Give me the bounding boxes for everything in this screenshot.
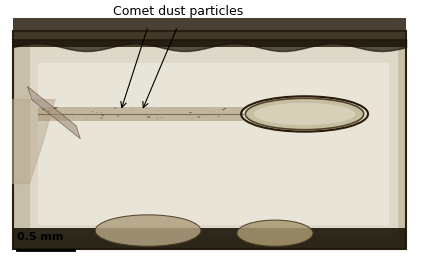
- Bar: [30, 42, 398, 236]
- Text: 0.5 mm: 0.5 mm: [17, 232, 63, 242]
- Ellipse shape: [86, 118, 88, 119]
- Ellipse shape: [53, 107, 57, 109]
- Ellipse shape: [157, 118, 159, 119]
- Polygon shape: [38, 107, 243, 121]
- Ellipse shape: [218, 116, 220, 117]
- Ellipse shape: [95, 215, 201, 246]
- Bar: [13, 18, 406, 47]
- Ellipse shape: [92, 111, 93, 112]
- Ellipse shape: [55, 107, 58, 108]
- Ellipse shape: [254, 103, 355, 125]
- Ellipse shape: [48, 111, 49, 112]
- Ellipse shape: [42, 109, 45, 110]
- Ellipse shape: [222, 109, 225, 110]
- Ellipse shape: [214, 113, 215, 114]
- Ellipse shape: [189, 112, 192, 113]
- Ellipse shape: [224, 108, 226, 109]
- Ellipse shape: [147, 116, 150, 118]
- Ellipse shape: [114, 107, 116, 108]
- Text: Comet dust particles: Comet dust particles: [113, 5, 243, 18]
- Ellipse shape: [102, 115, 104, 116]
- Ellipse shape: [245, 98, 364, 130]
- Ellipse shape: [161, 117, 162, 118]
- Ellipse shape: [237, 220, 313, 246]
- Ellipse shape: [192, 118, 193, 119]
- Bar: [13, 31, 406, 249]
- Ellipse shape: [197, 116, 200, 118]
- Bar: [13, 228, 406, 249]
- Polygon shape: [27, 86, 80, 139]
- Bar: [38, 63, 389, 225]
- Polygon shape: [13, 100, 55, 183]
- Ellipse shape: [116, 116, 119, 117]
- Ellipse shape: [72, 117, 73, 118]
